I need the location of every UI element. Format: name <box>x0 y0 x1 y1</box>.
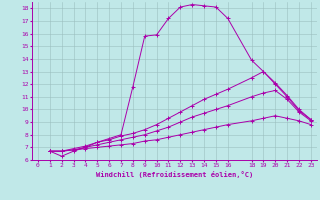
X-axis label: Windchill (Refroidissement éolien,°C): Windchill (Refroidissement éolien,°C) <box>96 171 253 178</box>
